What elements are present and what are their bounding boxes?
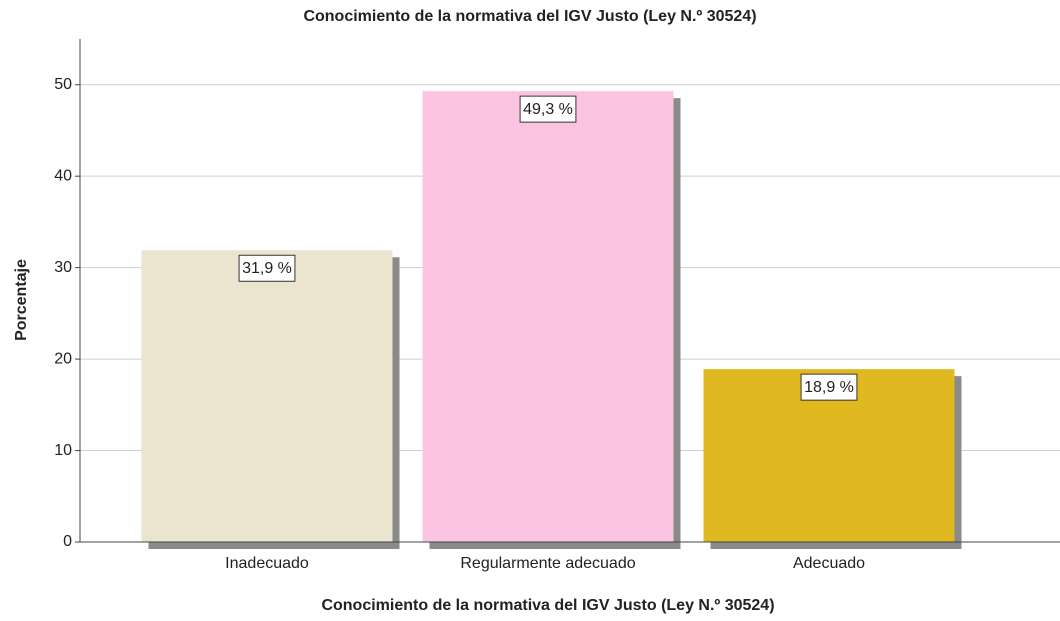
y-tick-label: 30 [54,259,72,276]
x-tick-label: Regularmente adecuado [460,555,635,572]
y-tick-label: 20 [54,350,72,367]
y-tick-label: 40 [54,167,72,184]
x-tick-label: Adecuado [793,555,865,572]
value-label: 49,3 % [523,101,573,118]
value-label-box [238,254,296,282]
value-label-box [800,373,858,401]
value-label: 31,9 % [242,260,292,277]
y-tick-label: 0 [63,533,72,550]
x-axis-label: Conocimiento de la normativa del IGV Jus… [321,597,774,614]
bar [141,250,393,542]
bar [422,91,674,542]
y-tick-label: 50 [54,76,72,93]
y-tick-label: 10 [54,442,72,459]
value-label-box [519,95,577,123]
value-label: 18,9 % [804,379,854,396]
y-axis-label: Porcentaje [13,259,30,341]
chart-title: Conocimiento de la normativa del IGV Jus… [303,8,756,25]
x-tick-label: Inadecuado [225,555,309,572]
